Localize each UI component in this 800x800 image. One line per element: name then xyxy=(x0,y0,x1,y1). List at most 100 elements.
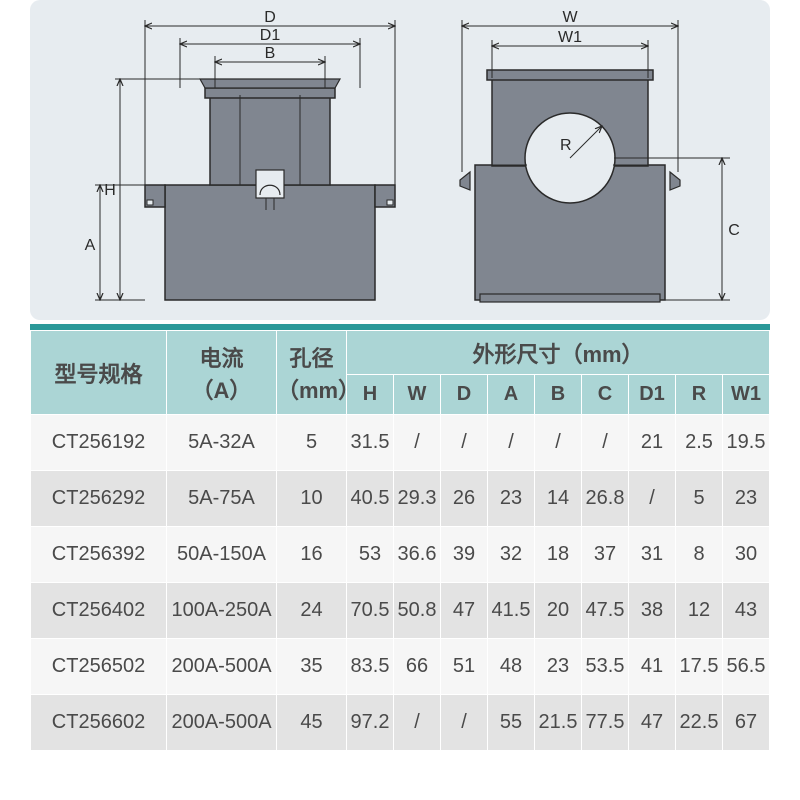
cell-model: CT256402 xyxy=(31,583,167,639)
cell-A: 55 xyxy=(488,695,535,751)
cell-A: 23 xyxy=(488,471,535,527)
table-row: CT2562925A-75A1040.529.326231426.8/523 xyxy=(31,471,770,527)
dim-label-R: R xyxy=(560,137,572,154)
cell-D1: / xyxy=(629,471,676,527)
cell-hole: 10 xyxy=(277,471,347,527)
cell-A: 48 xyxy=(488,639,535,695)
col-header-D: D xyxy=(441,375,488,415)
cell-B: 18 xyxy=(535,527,582,583)
cell-D: 47 xyxy=(441,583,488,639)
cell-current: 200A-500A xyxy=(167,639,277,695)
col-header-B: B xyxy=(535,375,582,415)
spec-table: 型号规格电流（A）孔径（mm）外形尺寸（mm） HWDABCD1RW1 CT25… xyxy=(30,330,770,751)
table-row: CT256402100A-250A2470.550.84741.52047.53… xyxy=(31,583,770,639)
cell-W1: 30 xyxy=(723,527,770,583)
cell-current: 5A-32A xyxy=(167,415,277,471)
cell-C: 77.5 xyxy=(582,695,629,751)
side-view: R W W1 xyxy=(460,9,740,302)
cell-D1: 38 xyxy=(629,583,676,639)
cell-R: 5 xyxy=(676,471,723,527)
cell-hole: 5 xyxy=(277,415,347,471)
dim-label-D1: D1 xyxy=(260,27,281,44)
dim-label-C: C xyxy=(728,222,740,239)
cell-C: 37 xyxy=(582,527,629,583)
datasheet-page: D D1 B H A xyxy=(0,0,800,800)
col-header-W1: W1 xyxy=(723,375,770,415)
cell-hole: 24 xyxy=(277,583,347,639)
cell-A: 41.5 xyxy=(488,583,535,639)
cell-D1: 21 xyxy=(629,415,676,471)
cell-W1: 23 xyxy=(723,471,770,527)
dim-label-D: D xyxy=(264,9,276,26)
col-header-D1: D1 xyxy=(629,375,676,415)
cell-B: 20 xyxy=(535,583,582,639)
col-header-C: C xyxy=(582,375,629,415)
cell-B: / xyxy=(535,415,582,471)
cell-hole: 35 xyxy=(277,639,347,695)
cell-H: 31.5 xyxy=(347,415,394,471)
cell-A: / xyxy=(488,415,535,471)
cell-R: 12 xyxy=(676,583,723,639)
col-header-W: W xyxy=(394,375,441,415)
col-header-current: 电流（A） xyxy=(167,331,277,415)
cell-D: / xyxy=(441,695,488,751)
cell-R: 8 xyxy=(676,527,723,583)
cell-R: 2.5 xyxy=(676,415,723,471)
cell-H: 83.5 xyxy=(347,639,394,695)
cell-current: 200A-500A xyxy=(167,695,277,751)
cell-C: / xyxy=(582,415,629,471)
cell-W1: 43 xyxy=(723,583,770,639)
cell-D1: 41 xyxy=(629,639,676,695)
dim-label-W1: W1 xyxy=(558,29,582,46)
spec-table-body: CT2561925A-32A531.5/////212.519.5CT25629… xyxy=(31,415,770,751)
cell-W: / xyxy=(394,415,441,471)
col-header-model: 型号规格 xyxy=(31,331,167,415)
dimension-diagram: D D1 B H A xyxy=(30,0,770,320)
dim-label-B: B xyxy=(265,45,276,62)
col-header-hole: 孔径（mm） xyxy=(277,331,347,415)
cell-W1: 67 xyxy=(723,695,770,751)
dim-label-H: H xyxy=(104,182,116,199)
cell-model: CT256602 xyxy=(31,695,167,751)
table-row: CT256602200A-500A4597.2//5521.577.54722.… xyxy=(31,695,770,751)
cell-R: 17.5 xyxy=(676,639,723,695)
table-row: CT256502200A-500A3583.56651482353.54117.… xyxy=(31,639,770,695)
cell-D: 51 xyxy=(441,639,488,695)
dim-label-W: W xyxy=(562,9,578,26)
cell-W: / xyxy=(394,695,441,751)
front-view: D D1 B H A xyxy=(85,9,395,300)
cell-current: 50A-150A xyxy=(167,527,277,583)
col-header-dims: 外形尺寸（mm） xyxy=(347,331,770,375)
dimension-diagram-svg: D D1 B H A xyxy=(30,0,770,320)
cell-D1: 47 xyxy=(629,695,676,751)
cell-B: 23 xyxy=(535,639,582,695)
cell-C: 53.5 xyxy=(582,639,629,695)
cell-B: 14 xyxy=(535,471,582,527)
cell-A: 32 xyxy=(488,527,535,583)
table-row: CT25639250A-150A165336.63932183731830 xyxy=(31,527,770,583)
cell-D: 39 xyxy=(441,527,488,583)
cell-W: 36.6 xyxy=(394,527,441,583)
cell-D: / xyxy=(441,415,488,471)
cell-R: 22.5 xyxy=(676,695,723,751)
col-header-R: R xyxy=(676,375,723,415)
cell-D: 26 xyxy=(441,471,488,527)
col-header-A: A xyxy=(488,375,535,415)
cell-H: 97.2 xyxy=(347,695,394,751)
cell-H: 53 xyxy=(347,527,394,583)
cell-W: 29.3 xyxy=(394,471,441,527)
cell-model: CT256502 xyxy=(31,639,167,695)
cell-W: 50.8 xyxy=(394,583,441,639)
cell-C: 26.8 xyxy=(582,471,629,527)
cell-B: 21.5 xyxy=(535,695,582,751)
cell-hole: 45 xyxy=(277,695,347,751)
cell-W1: 56.5 xyxy=(723,639,770,695)
cell-model: CT256192 xyxy=(31,415,167,471)
cell-C: 47.5 xyxy=(582,583,629,639)
cell-current: 100A-250A xyxy=(167,583,277,639)
cell-current: 5A-75A xyxy=(167,471,277,527)
cell-D1: 31 xyxy=(629,527,676,583)
cell-hole: 16 xyxy=(277,527,347,583)
spec-table-head: 型号规格电流（A）孔径（mm）外形尺寸（mm） HWDABCD1RW1 xyxy=(31,331,770,415)
cell-model: CT256292 xyxy=(31,471,167,527)
